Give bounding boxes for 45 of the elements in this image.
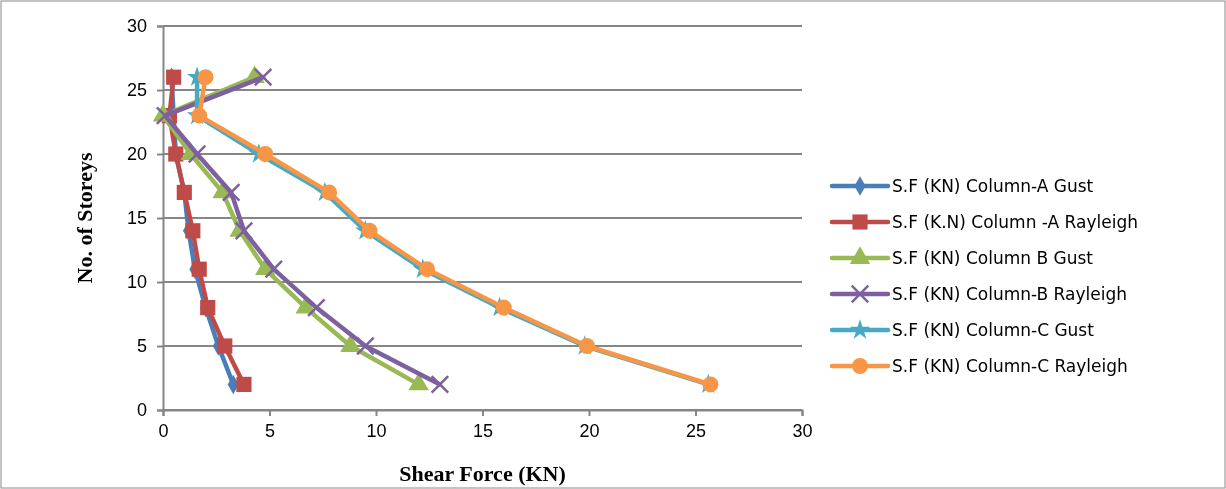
x-tick-label: 25 (685, 420, 707, 441)
point (185, 223, 201, 239)
point (361, 222, 378, 239)
legend-label: S.F (KN) Column-B Rayleigh (892, 284, 1127, 304)
point (191, 261, 207, 277)
y-tick-label: 5 (136, 336, 147, 357)
y-tick-label: 10 (126, 272, 147, 293)
point (264, 259, 284, 279)
legend-label: S.F (KN) Column B Gust (892, 248, 1094, 268)
legend-label: S.F (KN) Column-A Gust (892, 176, 1094, 196)
x-tick-label: 5 (264, 420, 276, 441)
y-tick-label: 30 (126, 16, 147, 37)
x-tick-label: 30 (792, 420, 813, 441)
x-tick-label: 15 (472, 420, 494, 441)
y-axis-title: No. of Storeys (72, 152, 97, 284)
legend-label: S.F (KN) Column-C Rayleigh (892, 356, 1128, 376)
point (257, 146, 274, 162)
x-tick-label: 0 (158, 420, 169, 441)
y-tick-label: 25 (126, 80, 147, 101)
x-tick-label: 20 (579, 420, 600, 441)
point (166, 69, 182, 85)
x-axis-title: Shear Force (KN) (399, 461, 566, 486)
point (430, 374, 450, 394)
point (234, 221, 254, 241)
y-tick-label: 0 (136, 400, 147, 421)
point (253, 67, 273, 87)
point (187, 144, 207, 164)
x-tick-label: 10 (366, 420, 387, 441)
point (355, 336, 375, 356)
point (155, 106, 175, 126)
point (495, 299, 512, 316)
point (306, 298, 326, 318)
point (217, 338, 233, 354)
point (321, 184, 338, 201)
point (191, 107, 208, 124)
point (702, 376, 719, 393)
point (200, 300, 216, 316)
point (197, 69, 214, 86)
y-tick-label: 20 (126, 144, 147, 165)
legend-label: S.F (K.N) Column -A Rayleigh (892, 212, 1139, 232)
point (221, 182, 241, 202)
legend-label: S.F (KN) Column-C Gust (892, 320, 1095, 340)
point (236, 376, 252, 392)
y-tick-label: 15 (126, 208, 147, 229)
point (419, 261, 436, 278)
